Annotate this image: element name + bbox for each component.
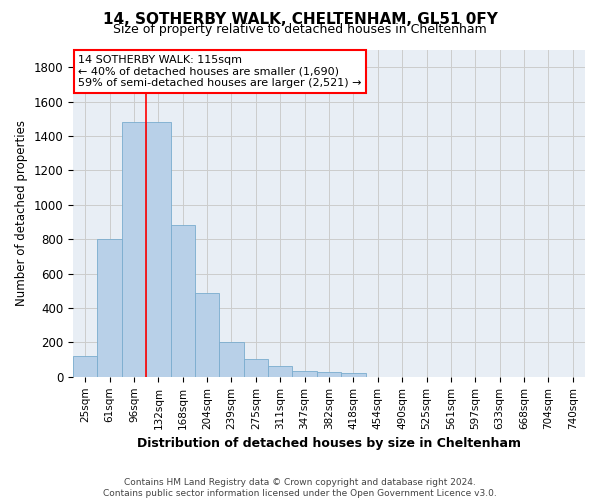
Bar [73, 356, 97, 377]
Bar [122, 122, 146, 377]
Text: Size of property relative to detached houses in Cheltenham: Size of property relative to detached ho… [113, 22, 487, 36]
Bar [341, 372, 365, 377]
Bar [268, 366, 292, 377]
Bar [292, 371, 317, 377]
Text: Contains HM Land Registry data © Crown copyright and database right 2024.
Contai: Contains HM Land Registry data © Crown c… [103, 478, 497, 498]
Bar [220, 342, 244, 377]
Text: 14, SOTHERBY WALK, CHELTENHAM, GL51 0FY: 14, SOTHERBY WALK, CHELTENHAM, GL51 0FY [103, 12, 497, 28]
Bar [195, 292, 220, 377]
Bar [170, 226, 195, 377]
Bar [146, 122, 170, 377]
Bar [244, 359, 268, 377]
Bar [317, 372, 341, 377]
Y-axis label: Number of detached properties: Number of detached properties [15, 120, 28, 306]
Text: 14 SOTHERBY WALK: 115sqm
← 40% of detached houses are smaller (1,690)
59% of sem: 14 SOTHERBY WALK: 115sqm ← 40% of detach… [78, 55, 362, 88]
Bar [97, 239, 122, 377]
X-axis label: Distribution of detached houses by size in Cheltenham: Distribution of detached houses by size … [137, 437, 521, 450]
